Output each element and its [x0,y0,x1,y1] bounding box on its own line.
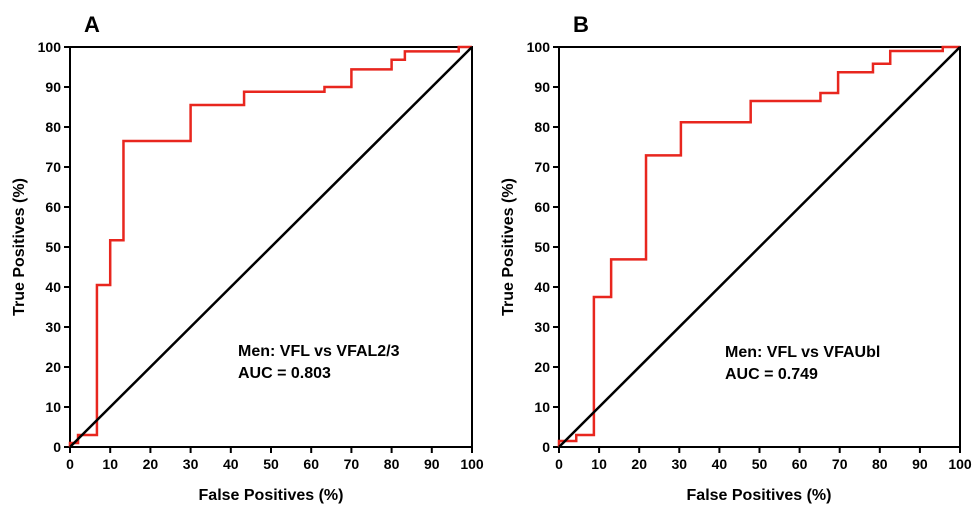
panel-a-x-tick-label: 70 [344,456,360,472]
panel-a-roc-curve [68,45,472,447]
panel-a-y-tick-label: 0 [53,439,61,455]
panel-b-x-tick-label: 90 [912,456,928,472]
panel-b-y-tick-label: 90 [534,79,550,95]
panel-b-y-tick-label: 20 [534,359,550,375]
panel-b-y-tick-label: 0 [542,439,550,455]
panel-a-y-tick-label: 80 [45,119,61,135]
panel-b-y-tick-label: 100 [527,39,551,55]
panel-a: A 0 10 20 30 40 50 60 70 80 90 100 0 10 20 30 40 50 60 70 8… [11,12,484,504]
panel-b: B 0 10 20 30 40 50 60 70 80 90 100 0 10 20 30 40 50 60 70 8… [500,12,972,504]
panel-a-x-tick-label: 50 [263,456,279,472]
panel-a-x-tick-label: 80 [384,456,400,472]
panel-b-annotation-line-2: AUC = 0.749 [725,366,818,383]
panel-b-x-tick-label: 80 [872,456,888,472]
panel-a-x-axis-title: False Positives (%) [199,487,344,504]
panel-a-x-tick-label: 0 [66,456,74,472]
panel-b-letter: B [573,12,589,37]
panel-a-x-tick-label: 20 [143,456,159,472]
panel-a-y-tick-label: 10 [45,399,61,415]
panel-a-y-tick-label: 30 [45,319,61,335]
panel-a-y-tick-label: 20 [45,359,61,375]
panel-b-x-tick-label: 10 [591,456,607,472]
panel-a-y-tick-label: 60 [45,199,61,215]
panel-b-y-tick-label: 60 [534,199,550,215]
panel-b-y-tick-label: 30 [534,319,550,335]
panel-b-x-tick-label: 50 [752,456,768,472]
panel-b-x-tick-label: 30 [672,456,688,472]
panel-a-y-tick-label: 70 [45,159,61,175]
panel-b-x-tick-label: 40 [712,456,728,472]
panel-a-x-tick-label: 30 [183,456,199,472]
panel-a-x-tick-label: 100 [460,456,484,472]
panel-a-y-tick-label: 90 [45,79,61,95]
panel-b-roc-curve [557,45,960,447]
panel-b-y-tick-label: 40 [534,279,550,295]
panel-b-x-axis-title: False Positives (%) [687,487,832,504]
panel-a-plot-area: 0 10 20 30 40 50 60 70 80 90 100 0 10 20 30 40 50 60 70 80 9… [38,39,484,472]
panel-b-annotation-line-1: Men: VFL vs VFAUbl [725,344,880,361]
panel-b-x-tick-label: 0 [555,456,563,472]
panel-b-x-tick-label: 20 [631,456,647,472]
panel-a-y-axis-title: True Positives (%) [11,178,28,316]
panel-a-reference-diagonal-line [69,46,473,448]
panel-a-x-tick-label: 40 [223,456,239,472]
panel-a-y-tick-label: 50 [45,239,61,255]
panel-a-y-tick-label: 100 [38,39,62,55]
panel-a-letter: A [84,12,100,37]
panel-b-plot-area: 0 10 20 30 40 50 60 70 80 90 100 0 10 20 30 40 50 60 70 80 9… [527,39,972,472]
panel-b-y-tick-label: 50 [534,239,550,255]
panel-a-x-tick-label: 90 [424,456,440,472]
panel-b-x-tick-label: 100 [948,456,972,472]
panel-b-y-tick-label: 10 [534,399,550,415]
panel-b-y-axis-title: True Positives (%) [500,178,517,316]
panel-a-y-tick-label: 40 [45,279,61,295]
panel-b-y-tick-label: 80 [534,119,550,135]
panel-b-y-tick-label: 70 [534,159,550,175]
panel-a-annotation-line-2: AUC = 0.803 [238,365,331,382]
panel-a-x-tick-label: 60 [303,456,319,472]
panel-b-x-tick-label: 60 [792,456,808,472]
panel-a-annotation-line-1: Men: VFL vs VFAL2/3 [238,343,400,360]
panel-b-x-tick-label: 70 [832,456,848,472]
panel-b-reference-diagonal-line [558,46,961,448]
panel-a-x-tick-label: 10 [102,456,118,472]
